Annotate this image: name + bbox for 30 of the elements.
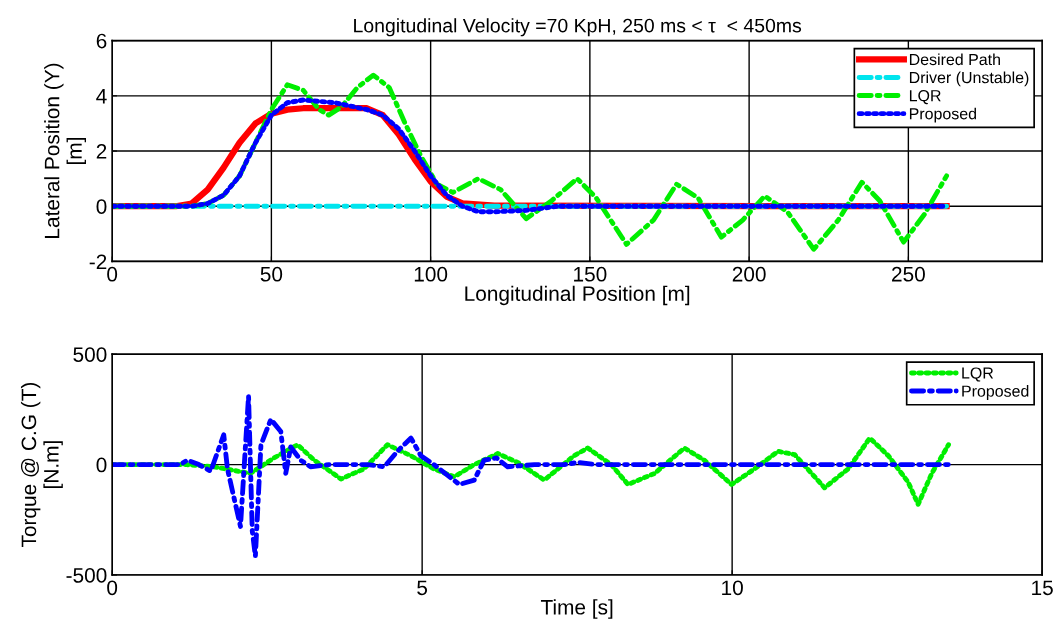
x-tick-label: 5 — [417, 580, 428, 596]
legend-label: Desired Path — [909, 53, 1000, 66]
y-tick-label: 0 — [96, 457, 107, 473]
x-tick-label: 100 — [414, 266, 448, 282]
x-tick-label: 250 — [892, 266, 925, 282]
y-tick-label: -2 — [89, 254, 107, 269]
x-tick-label: 150 — [574, 266, 607, 282]
legend-label: Driver (Unstable) — [909, 71, 1029, 87]
legend-label: LQR — [909, 89, 941, 105]
x-axis-title: Longitudinal Position [m] — [465, 285, 690, 306]
x-tick-label: 50 — [260, 266, 283, 282]
line-series — [112, 393, 951, 559]
y-tick-label: 0 — [96, 199, 107, 214]
y-tick-label: 4 — [96, 89, 107, 104]
chart-title: Longitudinal Velocity =70 KpH, 250 ms < τ < 450ms — [354, 18, 802, 37]
y-axis-title: Torque @ C.G (T) [N.m] — [20, 382, 63, 548]
x-tick-label: 10 — [722, 580, 743, 596]
x-tick-label: 0 — [107, 266, 118, 282]
x-tick-label: 0 — [107, 580, 118, 596]
legend-label: Proposed — [962, 385, 1029, 400]
x-tick-label: 200 — [732, 266, 766, 282]
x-tick-label: 15 — [1032, 580, 1053, 596]
legend-label: Proposed — [909, 107, 976, 123]
y-tick-label: 2 — [96, 144, 107, 159]
y-axis-title: Lateral Position (Y) [m] — [44, 63, 86, 238]
y-tick-label: 500 — [73, 347, 107, 362]
y-tick-label: 6 — [96, 33, 107, 49]
x-axis-title: Time [s] — [540, 599, 613, 619]
y-tick-label: -500 — [66, 568, 107, 583]
legend-label: LQR — [962, 367, 994, 382]
